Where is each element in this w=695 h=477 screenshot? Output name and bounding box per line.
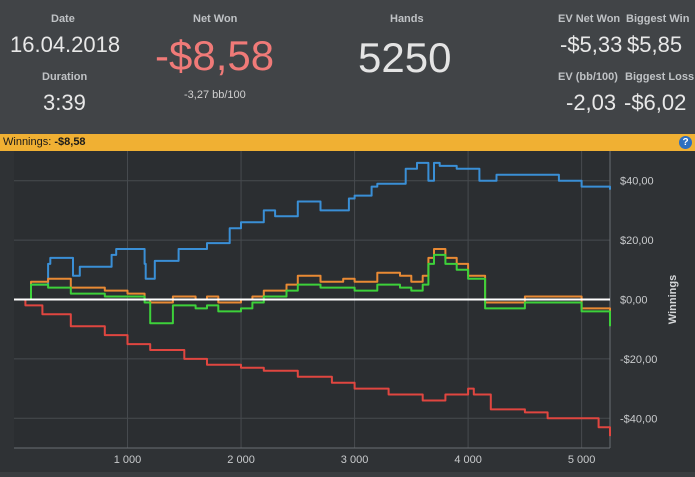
duration-label: Duration — [42, 71, 88, 83]
x-tick-label: 3 000 — [341, 454, 369, 466]
winnings-chart: 1 000 2 000 3 000 4 000 5 000 $40,00 $20,00 $0,… — [0, 151, 695, 472]
y-tick-label: $40,00 — [620, 176, 654, 188]
net-won-bb100: -3,27 bb/100 — [184, 89, 246, 101]
stats-panel: Date 16.04.2018 Duration 3:39 Net Won -$… — [0, 0, 695, 134]
date-label: Date — [51, 13, 75, 25]
winnings-bar-label: Winnings: — [3, 136, 52, 148]
biggest-win-label: Biggest Win — [626, 13, 690, 25]
help-icon[interactable]: ? — [679, 136, 692, 149]
y-tick-label: $20,00 — [620, 235, 654, 247]
x-tick-label: 4 000 — [454, 454, 482, 466]
winnings-bar-text: Winnings: -$8,58 — [3, 134, 86, 151]
series-line-1 — [14, 161, 611, 301]
hands-label: Hands — [390, 13, 424, 25]
biggest-loss-label: Biggest Loss — [625, 71, 695, 83]
winnings-chart-svg: 1 000 2 000 3 000 4 000 5 000 $40,00 $20,00 $0,… — [14, 151, 679, 466]
net-won-label: Net Won — [193, 13, 238, 25]
duration-value: 3:39 — [43, 90, 86, 115]
hands-value: 5250 — [358, 34, 452, 81]
winnings-bar: Winnings: -$8,58 ? — [0, 134, 695, 151]
ev-net-won-label: EV Net Won — [558, 13, 621, 25]
ev-bb100-value: -2,03 — [566, 90, 617, 115]
biggest-win-value: $5,85 — [627, 32, 683, 57]
y-axis-label: Winnings — [667, 275, 679, 324]
x-tick-label: 2 000 — [227, 454, 255, 466]
date-value: 16.04.2018 — [10, 32, 121, 57]
series-line-4 — [14, 298, 611, 437]
ev-bb100-label: EV (bb/100) — [558, 71, 618, 83]
ev-net-won-value: -$5,33 — [560, 32, 623, 57]
series-line-2 — [14, 248, 611, 315]
y-tick-label: $0,00 — [620, 295, 648, 307]
y-tick-label: -$40,00 — [620, 413, 657, 425]
winnings-bar-value: -$8,58 — [54, 136, 86, 148]
biggest-loss-value: -$6,02 — [624, 90, 687, 115]
x-tick-label: 1 000 — [114, 454, 142, 466]
y-tick-label: -$20,00 — [620, 354, 657, 366]
net-won-value: -$8,58 — [155, 32, 275, 79]
x-tick-label: 5 000 — [568, 454, 596, 466]
